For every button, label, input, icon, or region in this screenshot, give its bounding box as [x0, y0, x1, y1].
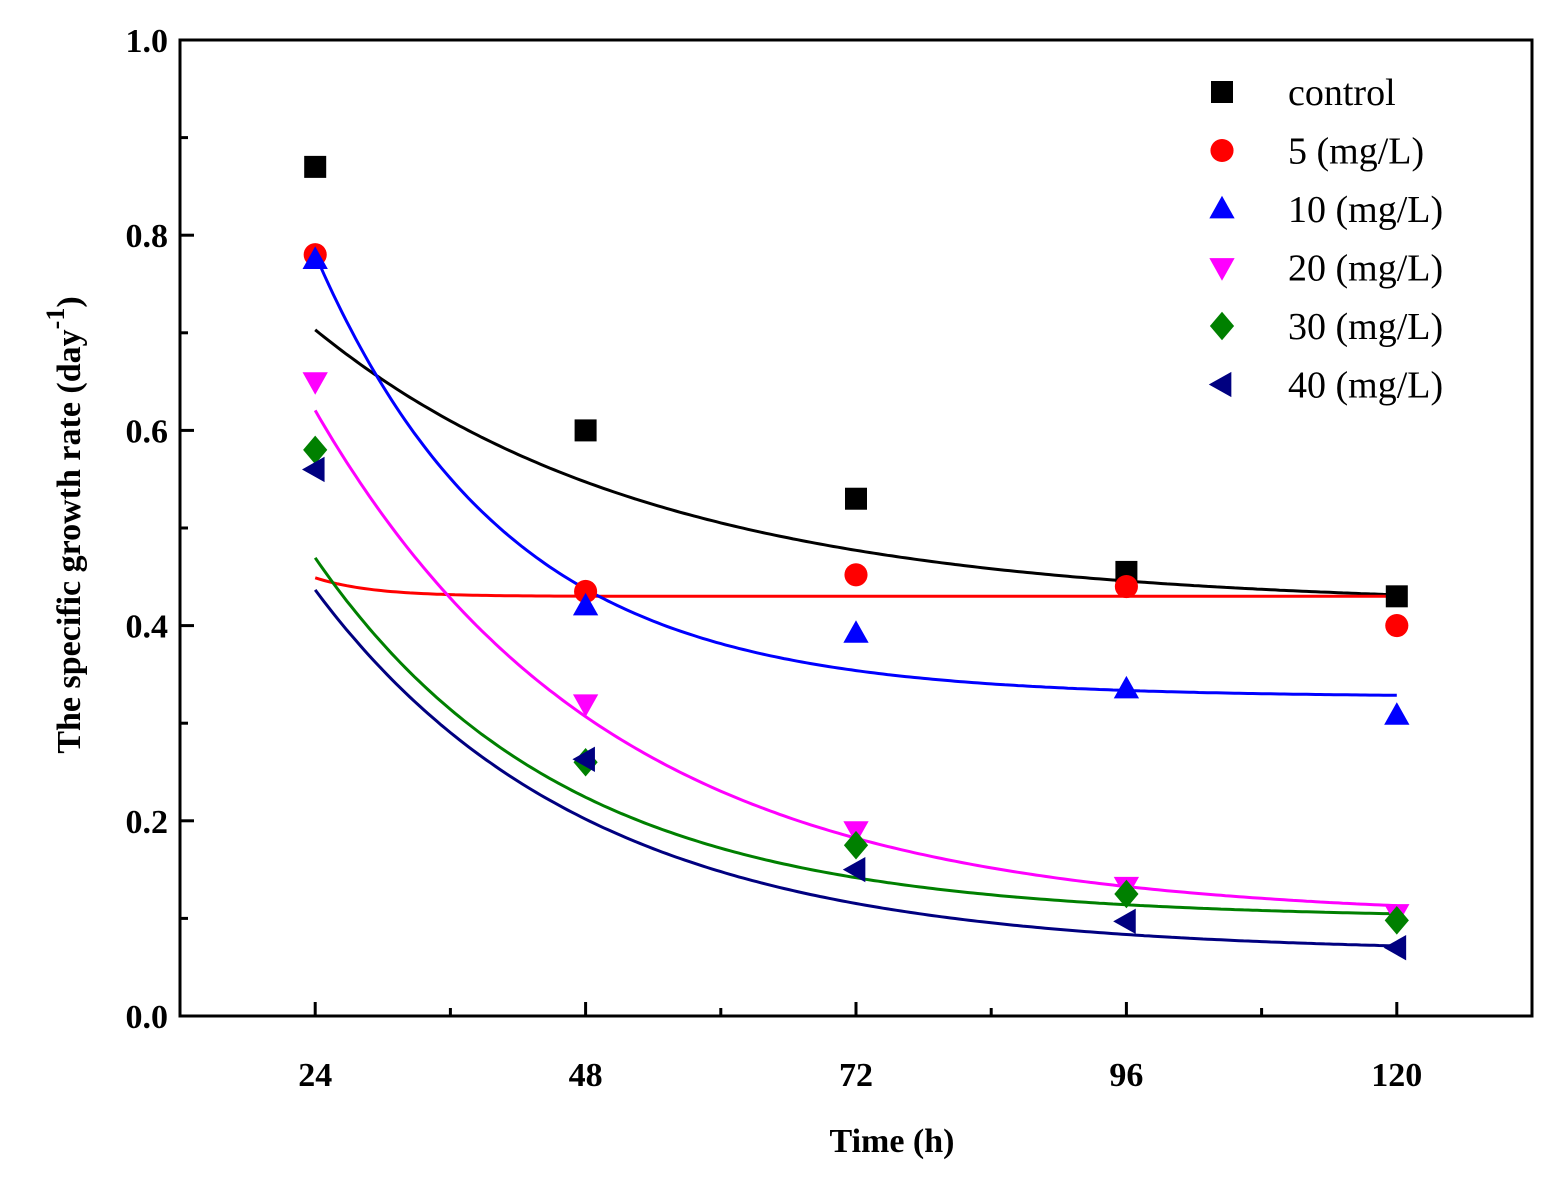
y-axis-title-main: The specific growth rate (day [51, 329, 88, 753]
x-tick-label: 72 [839, 1057, 873, 1094]
data-point [1113, 908, 1136, 934]
data-point [1385, 585, 1408, 608]
data-point [1114, 879, 1139, 909]
y-axis-title: The specific growth rate (day-1) [41, 296, 88, 753]
axes: 24 48 72 96 120 0.0 0.2 0.4 0.6 0.8 1.0 [126, 23, 1534, 1094]
legend-marker [1209, 195, 1235, 219]
data-point [304, 155, 327, 178]
data-point [1385, 614, 1409, 638]
data-point [843, 620, 869, 643]
data-point [1384, 702, 1410, 725]
legend-marker [1209, 258, 1235, 281]
legend-marker [1208, 371, 1232, 398]
data-point [843, 830, 869, 860]
data-point [1114, 575, 1138, 599]
legend-marker [1211, 81, 1233, 103]
data-point [574, 579, 598, 603]
data-markers [302, 155, 1410, 961]
legend-marker [1210, 138, 1234, 163]
y-axis-title-suffix: ) [51, 296, 88, 307]
y-axis-title-superscript: -1 [41, 308, 70, 330]
legend-marker [1209, 311, 1235, 341]
data-point [574, 419, 597, 442]
data-point [572, 592, 599, 616]
legend-label: 5 (mg/L) [1288, 131, 1424, 173]
legend-label: 30 (mg/L) [1288, 306, 1443, 348]
x-tick-label: 24 [298, 1057, 332, 1094]
data-point [572, 746, 595, 772]
data-point [1113, 675, 1140, 699]
legend-label: 40 (mg/L) [1288, 365, 1443, 407]
data-point [1383, 935, 1407, 961]
data-point [302, 456, 325, 483]
data-point [572, 694, 599, 717]
legend: control 5 (mg/L) 10 (mg/L) 20 (mg/L) 30 (mg/… [1208, 72, 1443, 407]
y-tick-label: 0.2 [126, 804, 169, 841]
data-point [844, 563, 868, 587]
data-point [302, 246, 328, 269]
y-tick-label: 0.8 [126, 218, 169, 255]
y-tick-label: 0.0 [126, 999, 169, 1036]
fit-curve [314, 328, 1397, 597]
data-point [1384, 906, 1409, 935]
fit-curve [314, 589, 1397, 948]
legend-label: 20 (mg/L) [1288, 248, 1443, 290]
fit-curve [314, 576, 1397, 598]
data-point [302, 372, 328, 395]
x-tick-label: 120 [1371, 1057, 1422, 1094]
x-tick-label: 48 [569, 1057, 603, 1094]
x-tick-label: 96 [1109, 1057, 1143, 1094]
y-tick-label: 0.6 [126, 413, 169, 450]
legend-label: 10 (mg/L) [1288, 189, 1443, 231]
data-point [303, 435, 328, 465]
fit-curve [313, 253, 1397, 697]
data-point [845, 487, 867, 510]
fit-curve [313, 556, 1397, 916]
y-tick-label: 0.4 [126, 609, 169, 646]
data-point [842, 856, 866, 883]
x-axis-title: Time (h) [830, 1123, 955, 1160]
legend-label: control [1288, 72, 1396, 114]
y-tick-label: 1.0 [126, 23, 169, 60]
